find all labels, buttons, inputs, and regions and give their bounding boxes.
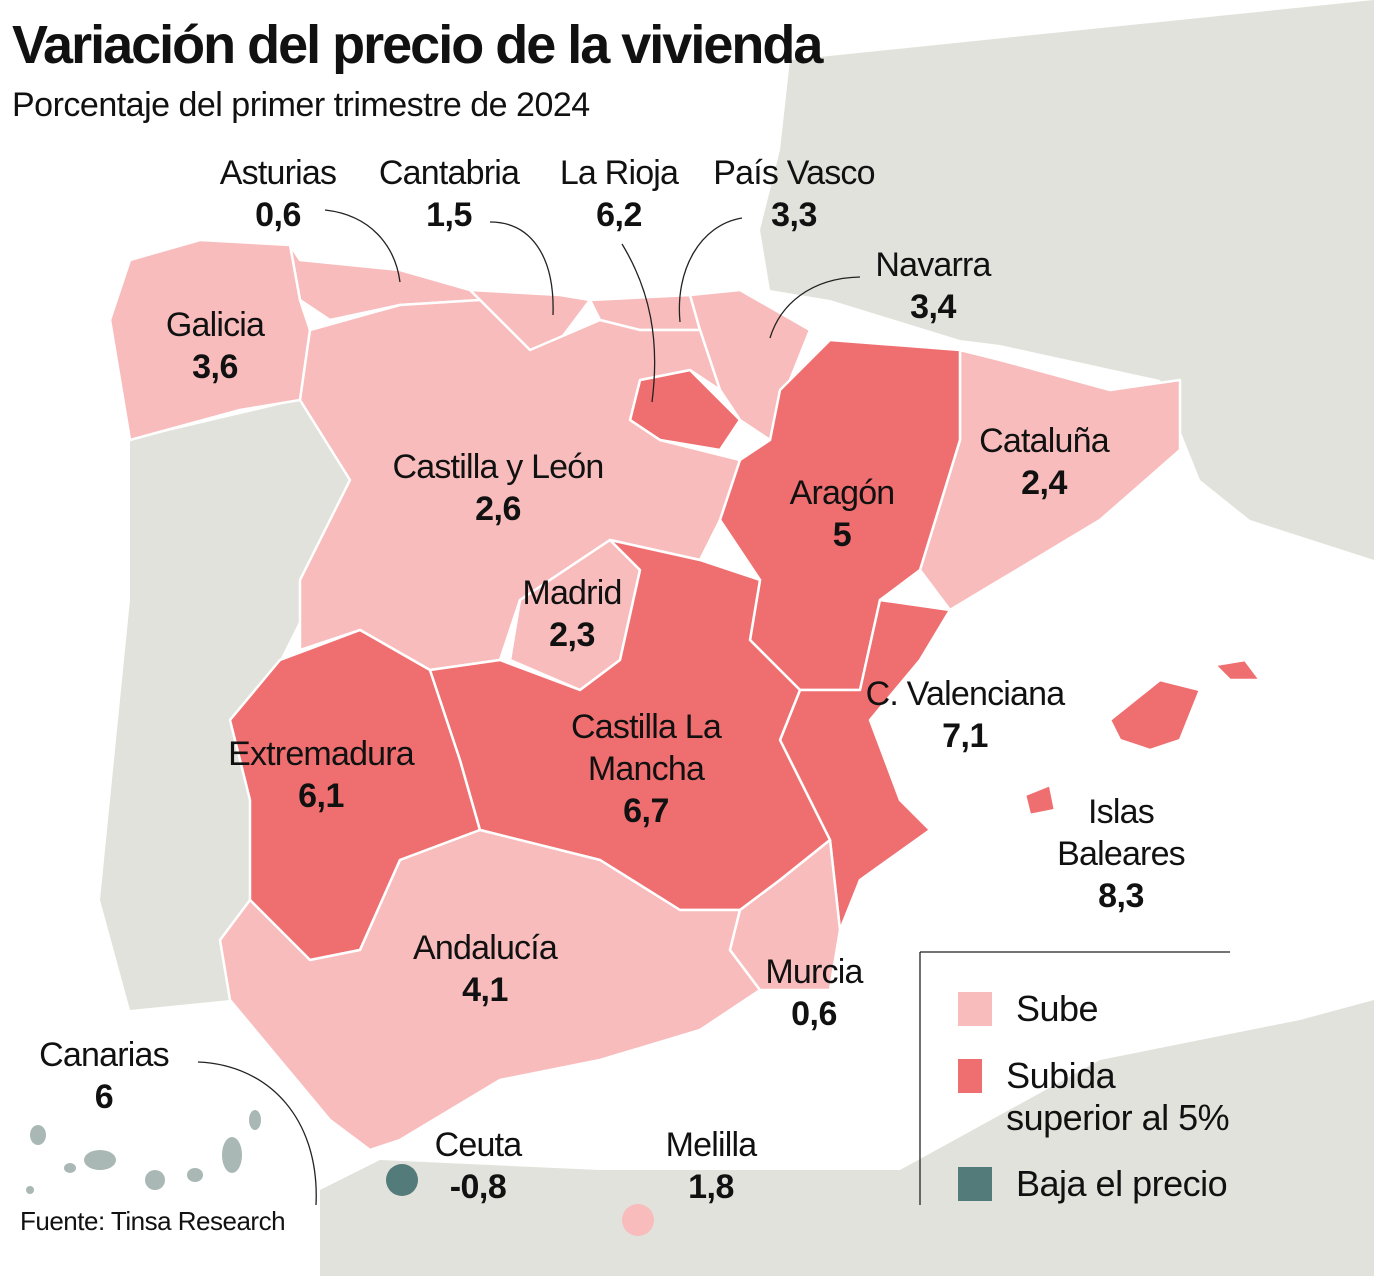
region-value: 0,6 [255,196,301,234]
legend-item-subida-superior: Subida superior al 5% [958,1055,1248,1139]
region-name: País Vasco [713,154,875,192]
legend-swatch [958,1059,983,1093]
region-name: Cantabria [378,154,520,192]
region-value: -0,8 [449,1168,507,1206]
region-value: 6,2 [596,196,642,234]
region-name: Melilla [665,1126,758,1164]
leader-navarra [769,276,861,339]
legend-label: Sube [1016,988,1099,1029]
africa-land [320,1000,1374,1276]
label-castilla-y-leon: Castilla y León 2,6 [392,446,604,530]
region-melilla [622,1204,654,1236]
region-name: Ceuta [434,1126,523,1164]
region-name: Andalucía [412,929,558,967]
region-canarias-island [145,1170,165,1190]
region-ceuta [386,1164,418,1196]
region-name: Castilla y León [392,448,604,486]
region-name: Extremadura [228,735,415,773]
region-andalucia [218,828,762,1152]
legend-label: Subida superior al 5% [1006,1055,1230,1138]
region-value: 6,7 [623,792,669,830]
region-value: 1,8 [688,1168,734,1206]
label-andalucia: Andalucía 4,1 [412,927,558,1011]
source-note: Fuente: Tinsa Research [20,1206,286,1236]
map-title: Variación del precio de la vivienda [12,15,823,75]
region-value: 6,1 [298,777,344,815]
legend-swatch [958,1167,992,1201]
label-pais-vasco: País Vasco 3,3 [713,152,875,236]
region-value: 1,5 [426,196,472,234]
region-islas-baleares [1023,783,1057,817]
legend-item-baja: Baja el precio [958,1163,1228,1205]
region-value: 2,3 [549,616,595,654]
region-value: 3,3 [771,196,817,234]
region-name: Navarra [875,246,991,284]
region-name: Madrid [522,574,622,612]
label-asturias: Asturias 0,6 [219,152,337,236]
region-murcia [728,838,842,992]
region-name: Canarias [39,1036,169,1074]
leader-cantabria [489,221,554,316]
region-value: 3,6 [192,348,238,386]
label-extremadura: Extremadura 6,1 [228,733,415,817]
region-value: 0,6 [791,995,837,1033]
region-value: 5 [832,516,852,554]
region-islas-baleares [1213,658,1262,682]
legend-item-sube: Sube [958,988,1099,1030]
region-canarias-island [26,1186,34,1194]
portugal-land [100,400,350,1010]
region-name: Cataluña [979,422,1110,460]
label-islas-baleares: Islas Baleares 8,3 [1046,791,1196,917]
label-c-valenciana: C. Valenciana 7,1 [865,673,1066,757]
france-land [760,0,1374,560]
region-canarias-island [249,1110,261,1130]
label-murcia: Murcia 0,6 [765,951,863,1035]
region-value: 8,3 [1098,877,1144,915]
region-name: C. Valenciana [865,675,1066,713]
region-name: Islas Baleares [1057,793,1186,873]
label-aragon: Aragón 5 [789,472,896,556]
region-value: 2,6 [475,490,521,528]
leader-la-rioja [621,243,656,403]
region-name: Asturias [219,154,337,192]
label-melilla: Melilla 1,8 [665,1124,758,1208]
label-navarra: Navarra 3,4 [875,244,991,328]
region-canarias-island [222,1137,242,1173]
label-la-rioja: La Rioja 6,2 [559,152,679,236]
region-value: 2,4 [1021,464,1067,502]
legend-swatch [958,992,992,1026]
label-cataluna: Cataluña 2,4 [979,420,1110,504]
region-name: Castilla La Mancha [571,708,722,788]
region-name: La Rioja [559,154,679,192]
region-value: 6 [94,1078,114,1116]
region-value: 4,1 [462,971,508,1009]
leader-asturias [324,209,401,283]
region-name: Murcia [765,953,863,991]
label-cantabria: Cantabria 1,5 [378,152,520,236]
region-canarias-island [30,1125,46,1145]
region-canarias-island [64,1163,76,1173]
label-madrid: Madrid 2,3 [522,572,622,656]
region-galicia [108,238,312,442]
region-value: 7,1 [942,717,988,755]
leader-pais-vasco [678,217,743,323]
region-value: 3,4 [910,288,956,326]
region-name: Galicia [165,306,265,344]
region-name: Aragón [789,474,896,512]
region-islas-baleares [1108,678,1202,752]
label-ceuta: Ceuta -0,8 [434,1124,523,1208]
label-galicia: Galicia 3,6 [165,304,265,388]
legend-label: Baja el precio [1016,1163,1228,1204]
leader-canarias [197,1061,317,1206]
label-canarias: Canarias 6 [39,1034,169,1118]
region-canarias-island [84,1150,116,1170]
label-castilla-la-mancha: Castilla La Mancha 6,7 [551,706,741,832]
map-subtitle: Porcentaje del primer trimestre de 2024 [12,86,590,124]
region-canarias-island [187,1168,203,1182]
